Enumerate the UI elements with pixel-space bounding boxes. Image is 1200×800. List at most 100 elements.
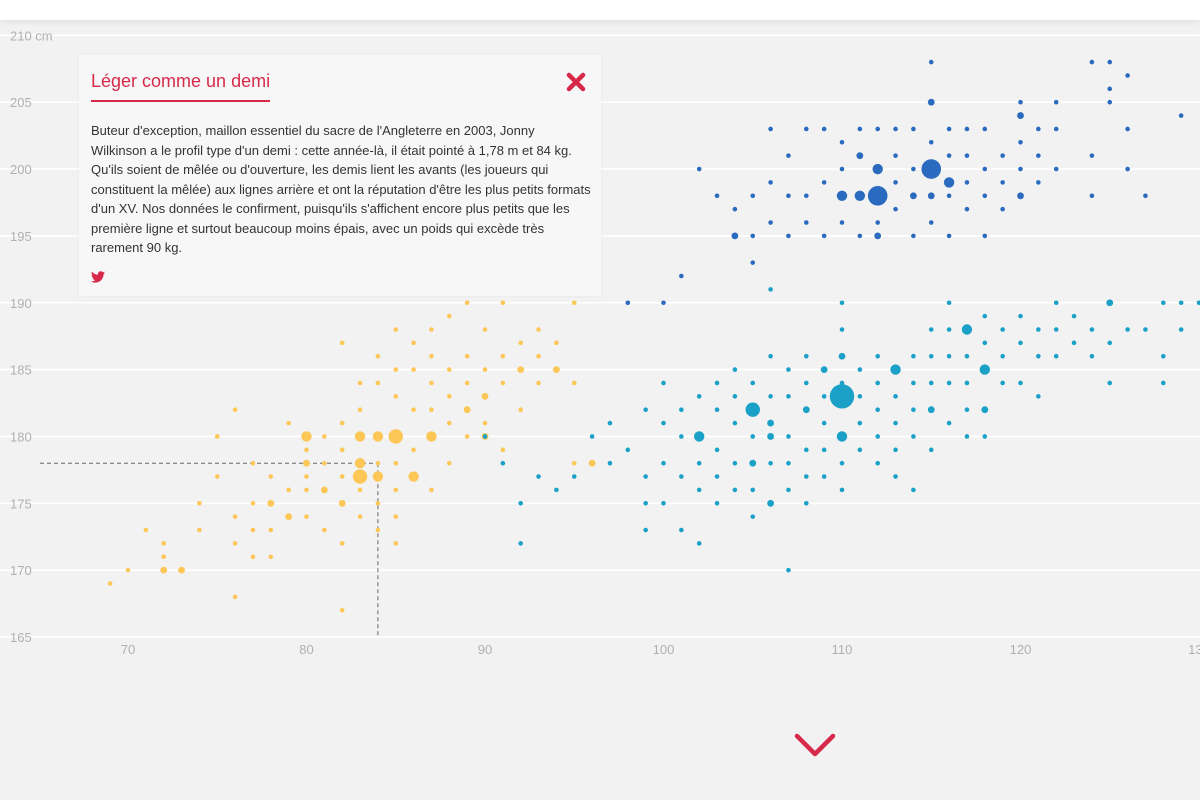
data-point[interactable] (518, 340, 523, 346)
data-point[interactable] (946, 327, 952, 332)
data-point[interactable] (393, 460, 399, 466)
data-point[interactable] (553, 366, 560, 373)
data-point[interactable] (500, 353, 506, 359)
data-point[interactable] (661, 460, 666, 466)
data-point[interactable] (643, 501, 648, 506)
data-point[interactable] (857, 233, 863, 239)
data-point[interactable] (750, 193, 756, 199)
data-point[interactable] (500, 300, 506, 306)
data-point[interactable] (875, 380, 880, 386)
data-point[interactable] (339, 340, 345, 346)
data-point[interactable] (393, 394, 399, 399)
data-point[interactable] (375, 501, 381, 506)
data-point[interactable] (357, 487, 363, 493)
data-point[interactable] (821, 447, 827, 453)
data-point[interactable] (447, 367, 452, 372)
data-point[interactable] (964, 126, 970, 132)
data-point[interactable] (285, 513, 293, 521)
data-point[interactable] (429, 407, 434, 413)
twitter-icon[interactable] (91, 270, 105, 283)
data-point[interactable] (1018, 166, 1023, 172)
data-point[interactable] (554, 487, 559, 493)
data-point[interactable] (839, 327, 845, 332)
data-point[interactable] (463, 406, 471, 414)
data-point[interactable] (927, 98, 935, 106)
data-point[interactable] (304, 447, 309, 453)
data-point[interactable] (946, 420, 952, 426)
data-point[interactable] (339, 420, 345, 426)
data-point[interactable] (429, 353, 434, 359)
data-point[interactable] (982, 434, 988, 439)
data-point[interactable] (214, 474, 220, 479)
data-point[interactable] (1053, 327, 1059, 332)
data-point[interactable] (857, 367, 863, 372)
data-point[interactable] (1053, 126, 1059, 132)
data-point[interactable] (696, 541, 702, 546)
data-point[interactable] (804, 380, 809, 386)
data-point[interactable] (464, 353, 470, 359)
data-point[interactable] (839, 380, 845, 386)
data-point[interactable] (821, 233, 827, 239)
data-point[interactable] (982, 313, 988, 319)
data-point[interactable] (1000, 153, 1005, 158)
data-point[interactable] (979, 364, 990, 375)
data-point[interactable] (839, 460, 845, 466)
data-point[interactable] (375, 380, 381, 386)
data-point[interactable] (943, 177, 955, 188)
data-point[interactable] (393, 541, 399, 546)
data-point[interactable] (857, 420, 863, 426)
data-point[interactable] (767, 499, 774, 507)
data-point[interactable] (857, 126, 863, 132)
data-point[interactable] (643, 474, 648, 479)
data-point[interactable] (875, 407, 880, 413)
data-point[interactable] (786, 233, 791, 239)
data-point[interactable] (857, 394, 863, 399)
data-point[interactable] (836, 190, 848, 201)
data-point[interactable] (1053, 353, 1059, 359)
data-point[interactable] (517, 366, 525, 373)
data-point[interactable] (1089, 353, 1095, 359)
data-point[interactable] (981, 406, 989, 414)
data-point[interactable] (607, 420, 613, 426)
data-point[interactable] (875, 460, 880, 466)
data-point[interactable] (588, 459, 596, 467)
data-point[interactable] (1161, 300, 1166, 306)
data-point[interactable] (750, 233, 756, 239)
data-point[interactable] (732, 206, 738, 212)
data-point[interactable] (1036, 394, 1041, 399)
data-point[interactable] (1018, 99, 1023, 105)
data-point[interactable] (393, 514, 399, 519)
data-point[interactable] (946, 380, 952, 386)
data-point[interactable] (357, 407, 363, 413)
data-point[interactable] (946, 353, 952, 359)
data-point[interactable] (714, 474, 720, 479)
data-point[interactable] (786, 487, 791, 493)
data-point[interactable] (393, 327, 399, 332)
data-point[interactable] (821, 420, 827, 426)
data-point[interactable] (786, 567, 791, 573)
data-point[interactable] (339, 541, 345, 546)
data-point[interactable] (732, 394, 738, 399)
data-point[interactable] (464, 380, 470, 386)
data-point[interactable] (820, 366, 828, 373)
data-point[interactable] (856, 152, 864, 160)
data-point[interactable] (536, 353, 541, 359)
data-point[interactable] (1053, 99, 1059, 105)
data-point[interactable] (107, 581, 113, 586)
data-point[interactable] (982, 193, 988, 199)
data-point[interactable] (767, 419, 774, 427)
data-point[interactable] (928, 140, 934, 145)
data-point[interactable] (928, 327, 934, 332)
data-point[interactable] (518, 501, 523, 506)
data-point[interactable] (481, 392, 489, 400)
data-point[interactable] (1178, 300, 1184, 306)
data-point[interactable] (786, 394, 791, 399)
data-point[interactable] (1178, 113, 1184, 118)
data-point[interactable] (679, 527, 684, 533)
data-point[interactable] (482, 327, 488, 332)
data-point[interactable] (143, 527, 149, 533)
data-point[interactable] (197, 527, 202, 533)
data-point[interactable] (786, 367, 791, 372)
data-point[interactable] (964, 407, 970, 413)
data-point[interactable] (679, 407, 684, 413)
